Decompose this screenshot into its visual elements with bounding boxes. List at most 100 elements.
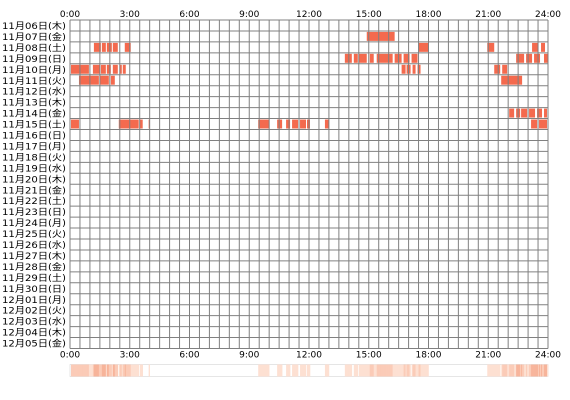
summary-bar-segment bbox=[140, 364, 142, 377]
summary-bar-segment bbox=[515, 364, 517, 377]
activity-cell bbox=[99, 75, 109, 85]
summary-bar-segment bbox=[114, 364, 117, 377]
summary-bar-segment bbox=[82, 364, 85, 377]
summary-bar-segment bbox=[71, 364, 74, 377]
row-label: 11月22日(土) bbox=[2, 195, 66, 207]
summary-bar-segment bbox=[391, 364, 393, 377]
summary-bar-segment bbox=[261, 364, 263, 377]
summary-bar-segment bbox=[367, 364, 370, 377]
summary-bar-segment bbox=[100, 364, 103, 377]
activity-cell bbox=[537, 108, 543, 118]
summary-bar-segment bbox=[360, 364, 363, 377]
activity-cell bbox=[258, 119, 270, 129]
summary-bar-segment bbox=[374, 364, 377, 377]
row-label: 11月25日(火) bbox=[2, 229, 66, 240]
summary-bar-segment bbox=[504, 364, 506, 377]
summary-bar-segment bbox=[304, 364, 306, 377]
summary-bar-segment bbox=[377, 364, 380, 377]
summary-bar-segment bbox=[492, 364, 494, 377]
summary-bar-segment bbox=[358, 364, 361, 377]
activity-cell bbox=[106, 64, 111, 74]
summary-bar-segment bbox=[131, 364, 134, 377]
summary-bar-segment bbox=[88, 364, 91, 377]
summary-bar-segment bbox=[93, 364, 96, 377]
summary-bar-segment bbox=[407, 364, 409, 377]
summary-bar-segment bbox=[543, 364, 545, 377]
activity-cell bbox=[534, 53, 541, 63]
activity-cell bbox=[119, 64, 122, 74]
summary-bar-segment bbox=[527, 364, 529, 377]
summary-bar-segment bbox=[489, 364, 491, 377]
row-label: 11月07日(金) bbox=[2, 31, 66, 43]
summary-bar-segment bbox=[135, 364, 138, 377]
x-tick-label-top: 3:00 bbox=[120, 10, 140, 20]
x-axis-bottom: 0:00 3:00 6:00 9:00 12:00 15:00 18:00 21:00 24:0… bbox=[60, 351, 561, 361]
summary-bar-segment bbox=[90, 364, 93, 377]
summary-bar-segment bbox=[101, 364, 104, 377]
summary-bar-segment bbox=[293, 364, 295, 377]
summary-bar-segment bbox=[373, 364, 376, 377]
x-tick-label-bottom: 12:00 bbox=[296, 351, 322, 361]
summary-bar-segment bbox=[96, 364, 99, 377]
summary-bar-segment bbox=[85, 364, 88, 377]
summary-bar-segment bbox=[116, 364, 119, 377]
summary-bar-segment bbox=[295, 364, 297, 377]
summary-bar-segment bbox=[110, 364, 113, 377]
summary-bar-segment bbox=[426, 364, 428, 377]
summary-bar-segment bbox=[104, 364, 107, 377]
row-label: 11月17日(月) bbox=[2, 141, 66, 152]
summary-bar-segment bbox=[363, 364, 366, 377]
activity-cell bbox=[112, 42, 118, 52]
activity-cell bbox=[418, 42, 429, 52]
summary-bar-segment bbox=[296, 364, 298, 377]
summary-bar-segment bbox=[528, 364, 530, 377]
summary-bar-segment bbox=[497, 364, 499, 377]
row-label: 11月15日(土) bbox=[2, 119, 66, 131]
summary-bar-segment bbox=[369, 364, 372, 377]
summary-bar-segment bbox=[122, 364, 125, 377]
row-label: 11月16日(日) bbox=[2, 131, 66, 142]
x-tick-label-bottom: 15:00 bbox=[356, 351, 382, 361]
summary-bar-segment bbox=[383, 364, 385, 377]
summary-bar-segment bbox=[375, 364, 378, 377]
activity-cell bbox=[93, 42, 101, 52]
summary-bar-segment bbox=[74, 364, 77, 377]
activity-cell bbox=[358, 53, 367, 63]
activity-cell bbox=[412, 64, 416, 74]
row-label: 12月05日(金) bbox=[2, 338, 66, 350]
summary-bar-segment bbox=[345, 364, 348, 377]
summary-bar-segment bbox=[303, 364, 305, 377]
summary-bar-segment bbox=[288, 364, 290, 377]
summary-bar-segment bbox=[396, 364, 398, 377]
summary-bar-segment bbox=[420, 364, 422, 377]
summary-bar-segment bbox=[262, 364, 264, 377]
summary-bar-segment bbox=[521, 364, 523, 377]
summary-bar-segment bbox=[75, 364, 78, 377]
activity-cell bbox=[529, 108, 536, 118]
summary-bar-segment bbox=[540, 364, 542, 377]
summary-bar-segment bbox=[495, 364, 497, 377]
summary-bar-segment bbox=[123, 364, 126, 377]
summary-bar-segment bbox=[258, 364, 260, 377]
summary-bar-segment bbox=[80, 364, 83, 377]
summary-bar-segment bbox=[496, 364, 498, 377]
summary-bar-segment bbox=[103, 364, 106, 377]
summary-bar-segment bbox=[107, 364, 110, 377]
activity-cell bbox=[292, 119, 299, 129]
summary-bar-segment bbox=[86, 364, 89, 377]
summary-bar-segment bbox=[348, 364, 351, 377]
summary-bar-segment bbox=[370, 364, 373, 377]
summary-bar-segment bbox=[397, 364, 399, 377]
summary-bar-segment bbox=[506, 364, 508, 377]
activity-cell bbox=[124, 42, 131, 52]
summary-bar-segment bbox=[401, 364, 403, 377]
summary-bar-segment bbox=[120, 364, 123, 377]
summary-bar-segment bbox=[513, 364, 515, 377]
row-label: 11月23日(日) bbox=[2, 207, 66, 218]
summary-bar-segment bbox=[128, 364, 131, 377]
summary-bar-segment bbox=[268, 364, 270, 377]
summary-bar-segment bbox=[326, 364, 329, 377]
summary-bar-segment bbox=[361, 364, 364, 377]
summary-bar-segment bbox=[292, 364, 294, 377]
